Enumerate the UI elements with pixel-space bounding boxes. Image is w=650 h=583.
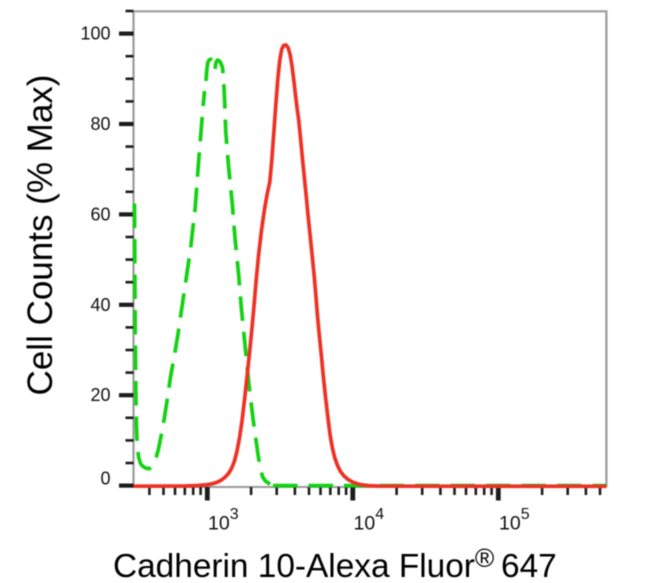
svg-text:Cell Counts (% Max): Cell Counts (% Max) bbox=[21, 75, 60, 396]
svg-text:100: 100 bbox=[80, 24, 110, 44]
svg-text:80: 80 bbox=[90, 114, 110, 134]
svg-text:60: 60 bbox=[90, 204, 110, 224]
svg-text:0: 0 bbox=[100, 469, 110, 489]
svg-text:40: 40 bbox=[90, 295, 110, 315]
svg-text:20: 20 bbox=[90, 385, 110, 405]
